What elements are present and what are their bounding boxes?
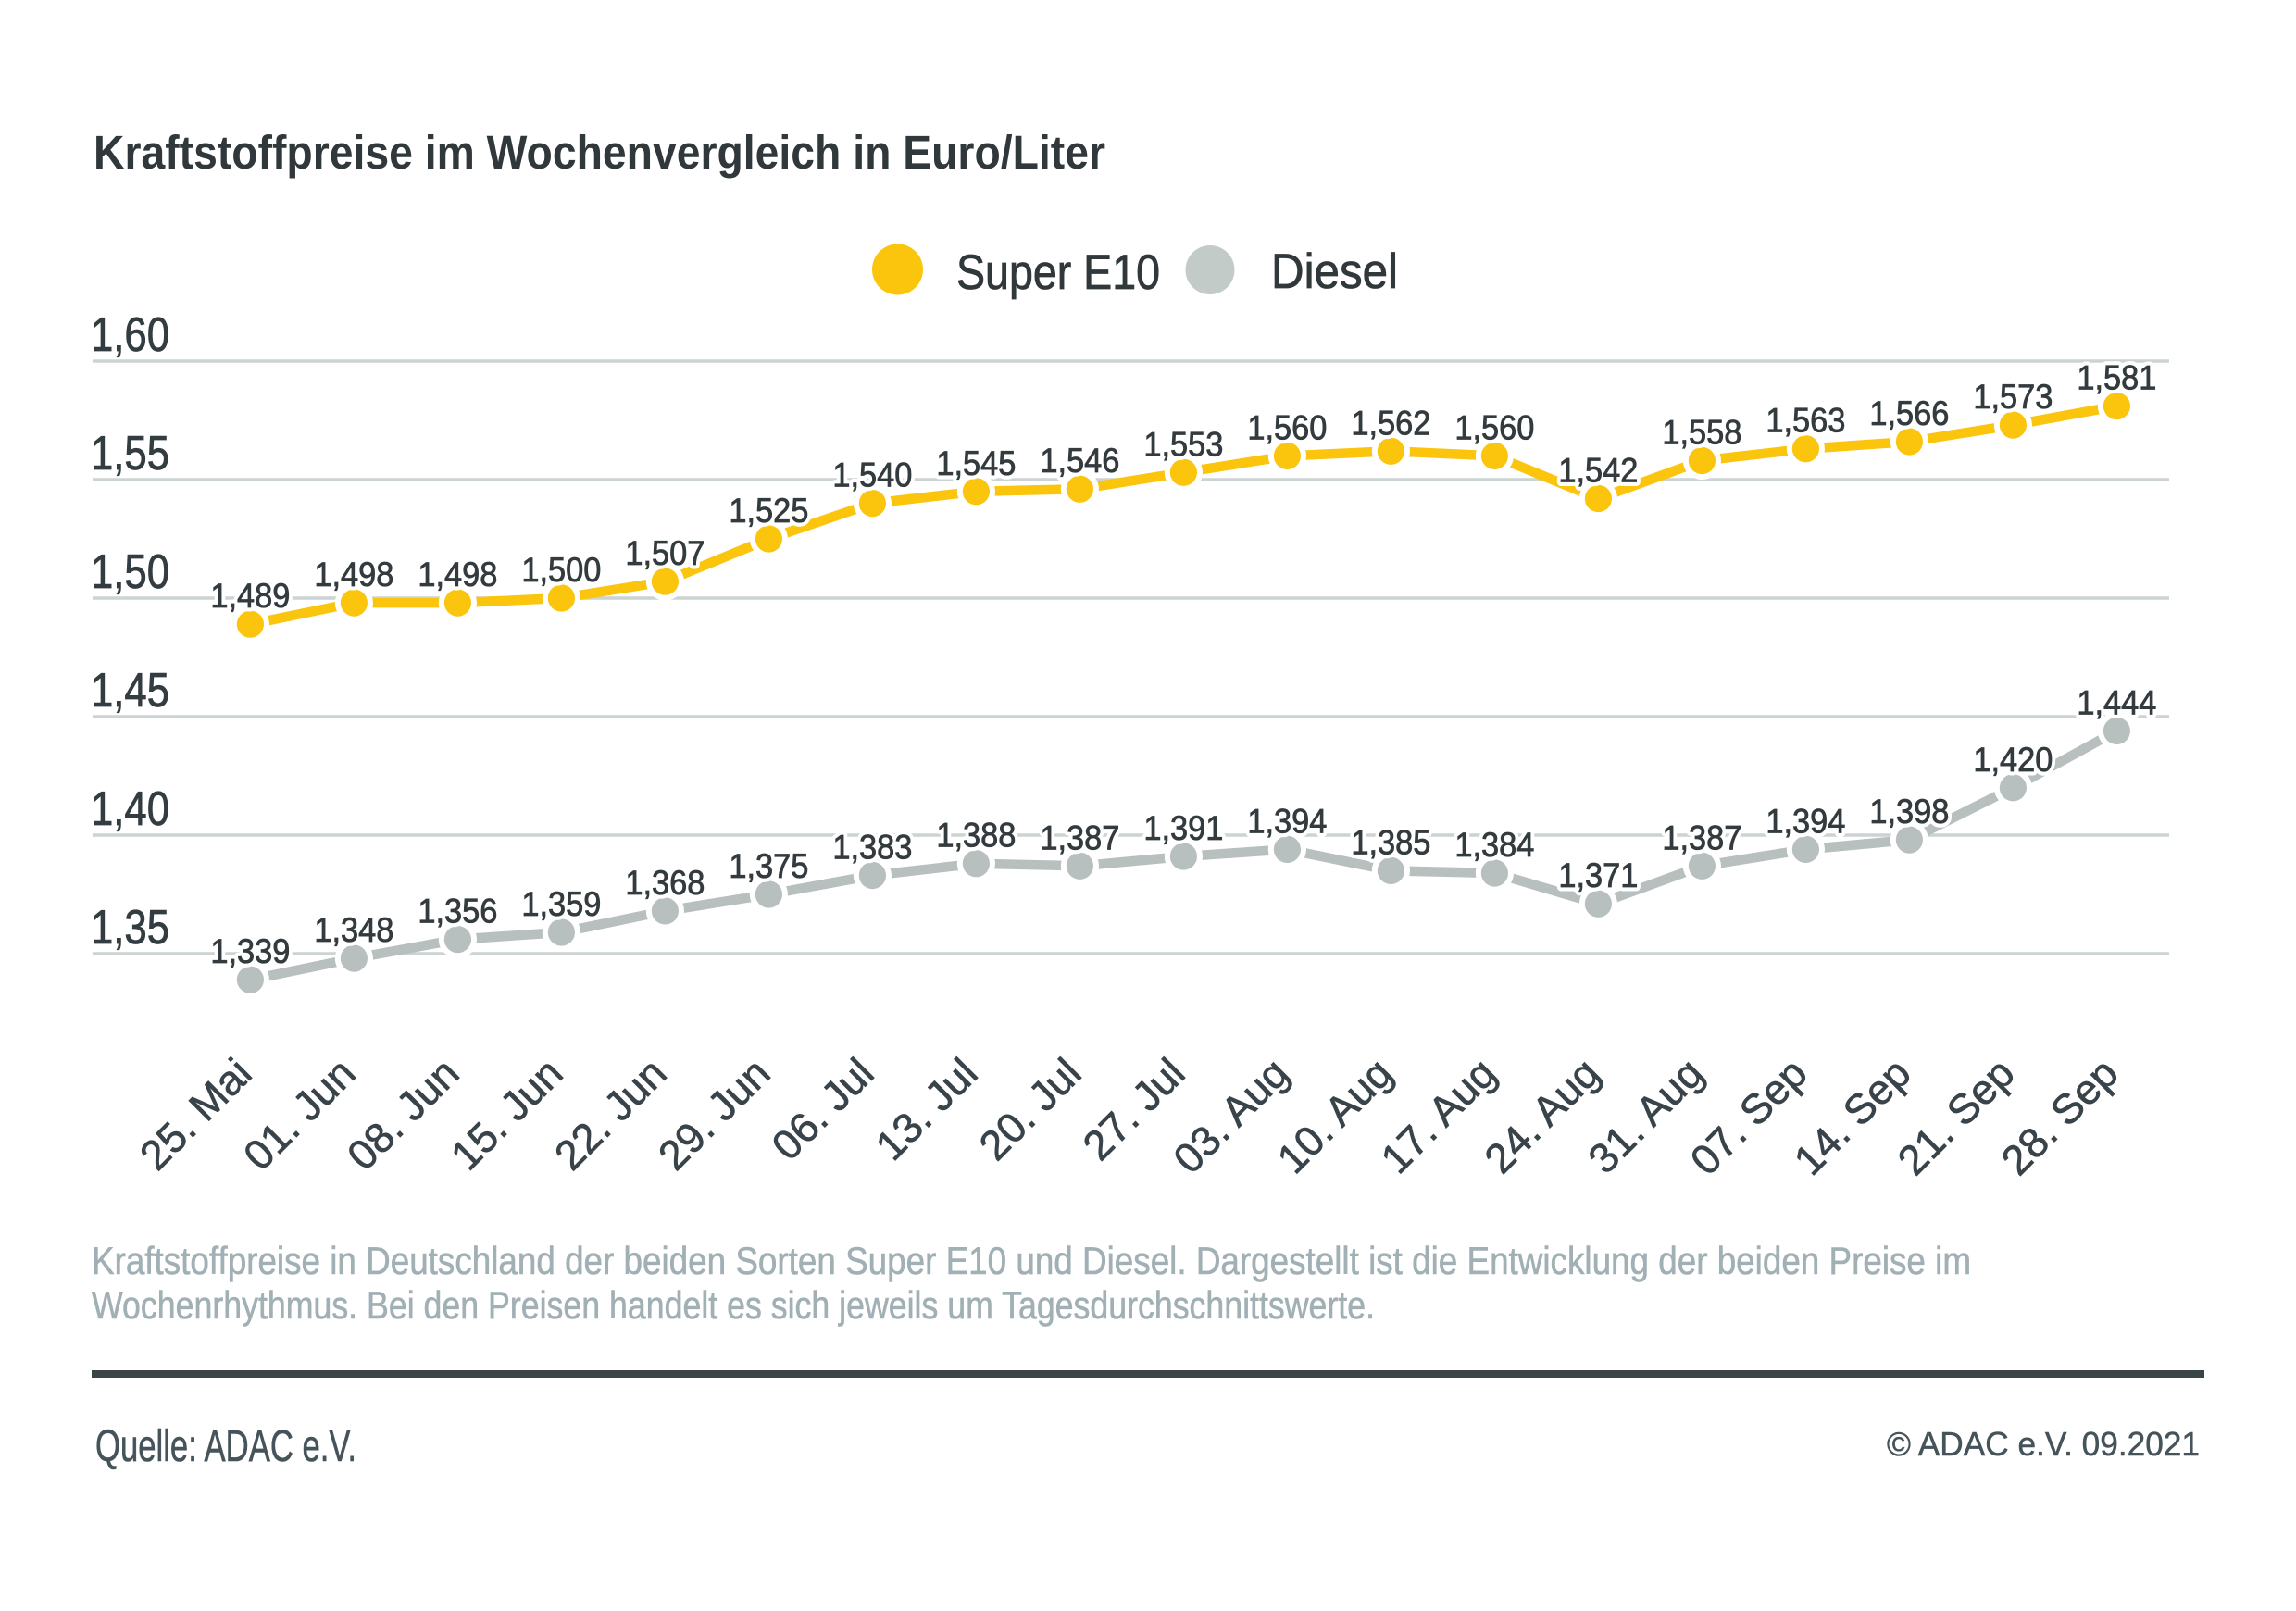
svg-text:1,581: 1,581 bbox=[2077, 359, 2156, 397]
svg-text:1,394: 1,394 bbox=[1766, 802, 1845, 840]
svg-text:1,540: 1,540 bbox=[832, 456, 912, 494]
svg-text:1,368: 1,368 bbox=[625, 864, 705, 902]
svg-text:1,383: 1,383 bbox=[832, 829, 912, 867]
svg-text:1,391: 1,391 bbox=[1143, 809, 1223, 847]
svg-text:1,356: 1,356 bbox=[418, 893, 497, 930]
svg-text:1,385: 1,385 bbox=[1351, 823, 1430, 861]
svg-text:1,489: 1,489 bbox=[210, 577, 290, 615]
svg-text:1,573: 1,573 bbox=[1973, 378, 2053, 416]
svg-text:1,60: 1,60 bbox=[91, 308, 169, 362]
svg-text:1,560: 1,560 bbox=[1454, 408, 1534, 446]
svg-text:1,385: 1,385 bbox=[1351, 823, 1430, 861]
svg-text:1,546: 1,546 bbox=[1040, 442, 1119, 480]
svg-text:1,388: 1,388 bbox=[936, 817, 1016, 855]
svg-text:1,394: 1,394 bbox=[1766, 802, 1845, 840]
svg-text:1,394: 1,394 bbox=[1247, 802, 1327, 840]
svg-text:Wochenrhythmus. Bei den Preise: Wochenrhythmus. Bei den Preisen handelt … bbox=[92, 1283, 1375, 1327]
svg-text:1,560: 1,560 bbox=[1247, 408, 1327, 446]
svg-text:1,553: 1,553 bbox=[1143, 425, 1223, 463]
svg-text:1,40: 1,40 bbox=[91, 782, 169, 836]
svg-text:1,387: 1,387 bbox=[1662, 818, 1741, 856]
svg-text:1,489: 1,489 bbox=[210, 577, 290, 615]
svg-text:1,566: 1,566 bbox=[1869, 394, 1949, 432]
svg-text:1,420: 1,420 bbox=[1973, 741, 2053, 779]
svg-text:1,562: 1,562 bbox=[1351, 404, 1430, 442]
svg-text:1,368: 1,368 bbox=[625, 864, 705, 902]
svg-text:1,500: 1,500 bbox=[521, 551, 601, 589]
svg-text:1,387: 1,387 bbox=[1040, 818, 1119, 856]
svg-text:1,562: 1,562 bbox=[1351, 404, 1430, 442]
svg-text:1,542: 1,542 bbox=[1558, 452, 1638, 490]
svg-text:1,581: 1,581 bbox=[2077, 359, 2156, 397]
svg-text:1,563: 1,563 bbox=[1766, 402, 1845, 440]
svg-text:Kraftstoffpreise in Deutschlan: Kraftstoffpreise in Deutschland der beid… bbox=[92, 1239, 1971, 1282]
svg-text:1,573: 1,573 bbox=[1973, 378, 2053, 416]
svg-text:1,339: 1,339 bbox=[210, 932, 290, 970]
svg-text:1,356: 1,356 bbox=[418, 893, 497, 930]
svg-text:1,35: 1,35 bbox=[91, 901, 169, 955]
svg-text:1,545: 1,545 bbox=[936, 444, 1016, 482]
svg-text:1,375: 1,375 bbox=[729, 847, 808, 885]
svg-text:1,50: 1,50 bbox=[91, 545, 169, 599]
svg-text:1,384: 1,384 bbox=[1454, 826, 1534, 864]
svg-text:1,560: 1,560 bbox=[1454, 408, 1534, 446]
svg-text:1,558: 1,558 bbox=[1662, 414, 1741, 452]
svg-text:1,384: 1,384 bbox=[1454, 826, 1534, 864]
svg-text:1,339: 1,339 bbox=[210, 932, 290, 970]
svg-text:1,498: 1,498 bbox=[314, 556, 393, 593]
svg-text:1,391: 1,391 bbox=[1143, 809, 1223, 847]
svg-text:1,546: 1,546 bbox=[1040, 442, 1119, 480]
svg-text:1,348: 1,348 bbox=[314, 911, 393, 949]
svg-text:1,566: 1,566 bbox=[1869, 394, 1949, 432]
svg-text:1,498: 1,498 bbox=[418, 556, 497, 593]
svg-text:1,394: 1,394 bbox=[1247, 802, 1327, 840]
svg-text:1,507: 1,507 bbox=[625, 534, 705, 572]
svg-text:1,525: 1,525 bbox=[729, 492, 808, 530]
svg-text:1,371: 1,371 bbox=[1558, 856, 1638, 894]
svg-text:1,558: 1,558 bbox=[1662, 414, 1741, 452]
svg-text:1,420: 1,420 bbox=[1973, 741, 2053, 779]
svg-text:Quelle: ADAC e.V.: Quelle: ADAC e.V. bbox=[95, 1422, 356, 1471]
svg-text:1,359: 1,359 bbox=[521, 885, 601, 923]
svg-text:1,371: 1,371 bbox=[1558, 856, 1638, 894]
svg-text:1,444: 1,444 bbox=[2077, 683, 2156, 721]
svg-text:1,45: 1,45 bbox=[91, 664, 169, 718]
svg-text:1,542: 1,542 bbox=[1558, 452, 1638, 490]
svg-text:1,388: 1,388 bbox=[936, 817, 1016, 855]
svg-text:1,553: 1,553 bbox=[1143, 425, 1223, 463]
svg-text:1,498: 1,498 bbox=[418, 556, 497, 593]
svg-text:1,444: 1,444 bbox=[2077, 683, 2156, 721]
svg-text:1,540: 1,540 bbox=[832, 456, 912, 494]
svg-text:1,359: 1,359 bbox=[521, 885, 601, 923]
svg-text:1,398: 1,398 bbox=[1869, 793, 1949, 830]
svg-text:Diesel: Diesel bbox=[1271, 244, 1398, 299]
svg-text:1,545: 1,545 bbox=[936, 444, 1016, 482]
svg-text:© ADAC e.V. 09.2021: © ADAC e.V. 09.2021 bbox=[1887, 1425, 2200, 1463]
svg-text:Super E10: Super E10 bbox=[956, 245, 1160, 300]
svg-text:1,387: 1,387 bbox=[1662, 818, 1741, 856]
svg-text:1,375: 1,375 bbox=[729, 847, 808, 885]
svg-text:1,348: 1,348 bbox=[314, 911, 393, 949]
svg-text:1,500: 1,500 bbox=[521, 551, 601, 589]
svg-text:1,563: 1,563 bbox=[1766, 402, 1845, 440]
svg-text:1,387: 1,387 bbox=[1040, 818, 1119, 856]
svg-text:1,560: 1,560 bbox=[1247, 408, 1327, 446]
svg-text:1,55: 1,55 bbox=[91, 427, 169, 481]
svg-text:1,383: 1,383 bbox=[832, 829, 912, 867]
svg-text:Kraftstoffpreise im Wochenverg: Kraftstoffpreise im Wochenvergleich in E… bbox=[94, 126, 1105, 179]
svg-text:1,498: 1,498 bbox=[314, 556, 393, 593]
svg-text:1,507: 1,507 bbox=[625, 534, 705, 572]
svg-text:1,398: 1,398 bbox=[1869, 793, 1949, 830]
svg-text:1,525: 1,525 bbox=[729, 492, 808, 530]
